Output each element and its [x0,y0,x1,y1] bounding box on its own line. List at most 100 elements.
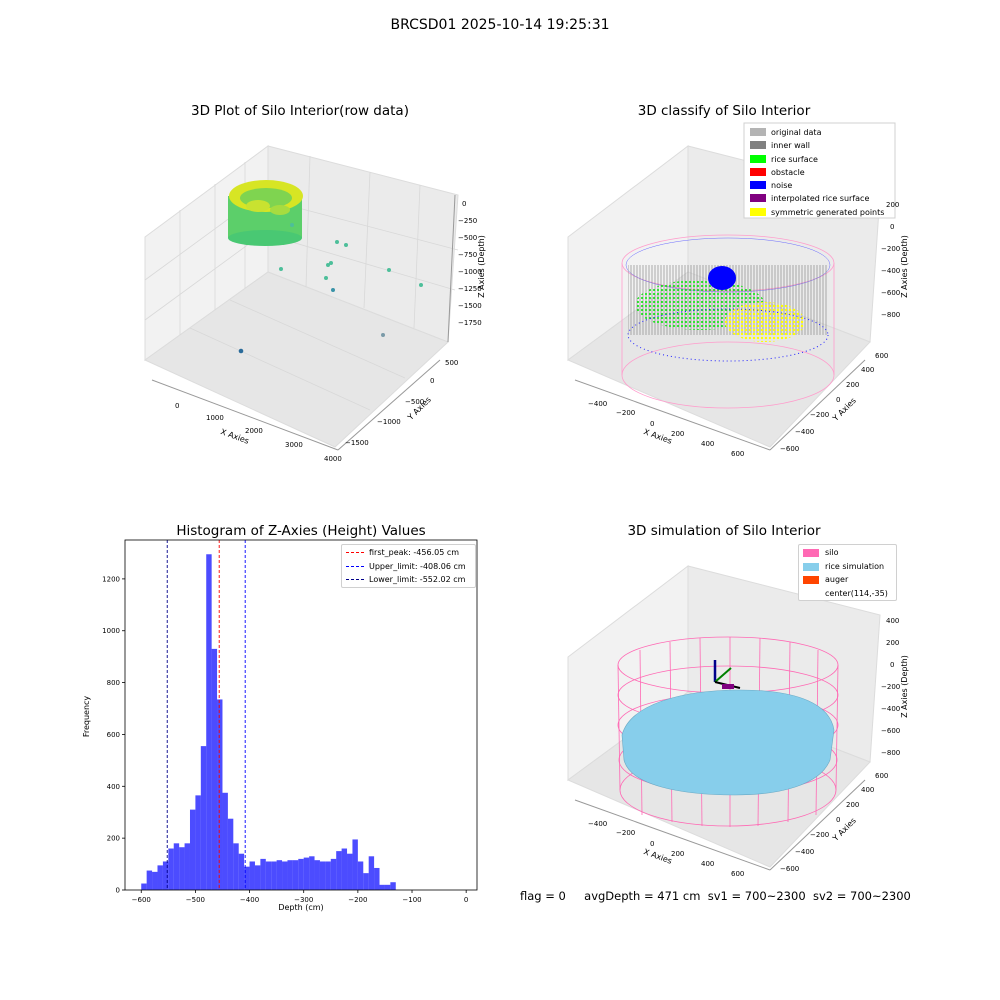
histogram-bar [352,839,358,890]
classify-xtick: 400 [701,440,715,448]
raw-z-ticks: 0 −250 −500 −750 −1000 −1250 −1500 −1750 [458,200,498,330]
simulation-xtick: −200 [616,829,636,837]
raw-xtick: 4000 [324,455,342,463]
classify-xtick: 200 [671,430,685,438]
classify-xtick: 0 [650,420,655,428]
classify-legend-box [743,122,896,219]
simulation-y-ticks: 600 400 200 0 −200 −400 −600 [780,770,888,875]
histogram-xtick-label: −300 [294,896,313,904]
simulation-plot-title: 3D simulation of Silo Interior [627,523,821,539]
simulation-legend: silo rice simulation auger center(114,-3… [798,544,897,601]
histogram-xtick-label: −200 [348,896,367,904]
raw-ytick: −1000 [377,418,401,426]
histogram-title: Histogram of Z-Axies (Height) Values [176,523,426,539]
classify-ztick: −200 [881,245,901,253]
histogram-bar [374,867,380,890]
classify-ytick: 200 [846,381,860,389]
legend-label: original data [771,128,822,137]
raw-ztick: −1000 [458,268,482,276]
classify-noise-cluster [708,266,736,290]
classify-y-ticks: 600 400 200 0 −200 −400 −600 [780,350,888,455]
classify-ytick: 600 [875,352,889,360]
histogram-bar [162,861,169,890]
histogram-bar [314,860,320,890]
raw-scattered-points [238,223,423,354]
legend-item-rice-simulation: rice simulation [799,560,896,574]
raw-ytick: 500 [445,359,459,367]
simulation-ztick: −400 [881,705,901,713]
raw-ztick: −1500 [458,302,482,310]
classify-ztick: −600 [881,289,901,297]
legend-item-center: center(114,-35) [799,587,896,601]
classify-ytick: 400 [861,366,875,374]
histogram-bar [173,843,180,890]
histogram-bar [227,818,234,890]
figure-title: BRCSD01 2025-10-14 19:25:31 [390,17,610,33]
legend-item-original-data: original data [750,126,884,139]
legend-swatch [750,141,766,150]
histogram-ytick-label: 200 [107,835,120,843]
simulation-ytick: 200 [846,801,860,809]
histogram-bar [152,871,158,890]
histogram-xtick-label: 0 [464,896,468,904]
simulation-rice-surface [621,689,835,796]
raw-ztick: 0 [462,200,467,208]
legend-swatch [750,207,766,216]
histogram-bar [276,860,283,890]
histogram-bar [249,861,255,890]
legend-label: noise [771,181,793,191]
legend-label: interpolated rice surface [771,194,870,204]
histogram-bar [330,858,337,890]
histogram-bar [195,795,201,890]
classify-ytick: 0 [836,396,841,404]
simulation-ztick: 400 [886,617,900,625]
simulation-ztick: 200 [886,639,900,647]
classify-x-ticks: −400 −200 0 200 400 600 [588,400,768,460]
classify-silo-outline [621,234,835,409]
histogram-bar [168,848,174,890]
raw-xtick: 2000 [245,427,263,435]
legend-item-lower-limit: Lower_limit: -552.02 cm [342,573,475,587]
histogram-bar [357,861,364,890]
legend-swatch [750,194,766,203]
raw-ytick: 0 [430,377,435,385]
legend-line [346,565,364,567]
status-avg-depth: avgDepth = 471 cm [584,889,701,903]
raw-ztick: −750 [458,251,478,259]
histogram-bar [363,873,369,890]
simulation-ztick: −800 [881,749,901,757]
simulation-xtick: −400 [588,820,608,828]
histogram-bar [200,746,207,890]
raw-ztick: −1250 [458,285,482,293]
classify-ztick: −800 [881,311,901,319]
legend-swatch [750,154,766,163]
histogram-bar [233,843,239,890]
classify-plot-title: 3D classify of Silo Interior [637,103,811,119]
raw-plot-title: 3D Plot of Silo Interior(row data) [191,103,409,119]
histogram-bar [384,884,391,890]
legend-label: rice simulation [825,561,885,571]
simulation-xtick: 200 [671,850,685,858]
histogram-legend: first_peak: -456.05 cm Upper_limit: -408… [341,544,476,588]
legend-item-symmetric-generated-points: symmetric generated points [750,206,884,219]
histogram-xtick-label: −100 [402,896,421,904]
legend-swatch [803,562,819,571]
histogram-ytick-label: 1200 [102,575,120,583]
classify-ztick: 0 [890,223,895,231]
histogram-ytick-label: 600 [107,731,120,739]
histogram-bar [319,861,326,890]
legend-label: rice surface [771,154,818,164]
legend-item-silo: silo [799,546,896,560]
status-line: flag = 0 avgDepth = 471 cm sv1 = 700~230… [520,889,911,903]
legend-swatch [803,576,819,584]
histogram-bar [292,860,299,890]
histogram-bar [379,884,385,890]
simulation-ytick: −600 [780,865,800,873]
histogram-bar [303,857,310,890]
histogram-bar [157,865,163,890]
classify-legend: original data inner wall rice surface ob… [750,126,884,219]
histogram-bar [238,853,245,890]
histogram-bar [260,858,266,890]
simulation-ytick: 0 [836,816,841,824]
